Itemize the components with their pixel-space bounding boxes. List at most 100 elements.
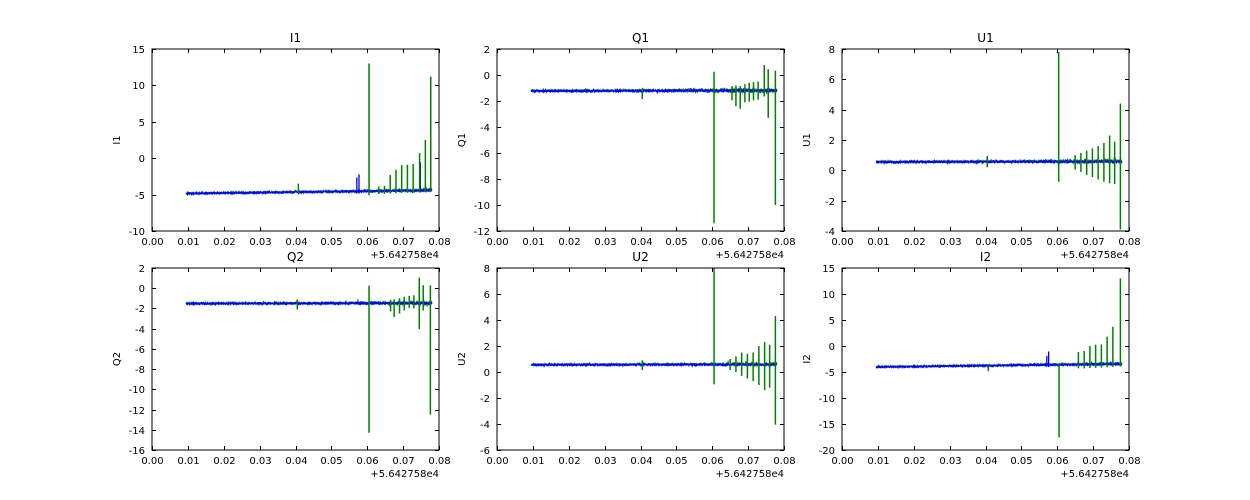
y-tick-label: 0 [829, 166, 835, 177]
y-tick-label: 10 [822, 290, 835, 301]
x-tick-label: 0.08 [428, 456, 450, 467]
x-tick-label: 0.03 [594, 456, 616, 467]
x-tick-label: 0.04 [285, 456, 307, 467]
x-tick-label: 0.04 [975, 456, 997, 467]
x-tick-label: 0.07 [1082, 237, 1104, 248]
x-tick-label: 0.01 [177, 456, 199, 467]
axes-frame [496, 48, 785, 232]
y-axis-label: I1 [112, 135, 123, 144]
x-tick-label: 0.07 [737, 456, 759, 467]
y-tick-label: -14 [129, 426, 145, 437]
y-axis-label: I2 [802, 354, 813, 363]
x-tick-label: 0.00 [486, 456, 508, 467]
x-tick-label: 0.04 [630, 456, 652, 467]
y-tick-label: 10 [132, 81, 145, 92]
x-axis-offset-label: +5.642758e4 [715, 469, 784, 480]
subplot-I2: 0.00 0.01 0.02 0.03 0.04 0.05 0.06 0.07 0.08 -20 -… [802, 250, 1141, 480]
x-tick-label: 0.06 [701, 237, 723, 248]
y-tick-label: 0 [484, 71, 490, 82]
x-tick-label: 0.04 [975, 237, 997, 248]
x-tick-label: 0.00 [831, 237, 853, 248]
subplot-Q2: 0.00 0.01 0.02 0.03 0.04 0.05 0.06 0.07 0.08 -16 -… [112, 250, 451, 480]
x-tick-label: 0.01 [522, 456, 544, 467]
x-axis-offset-label: +5.642758e4 [1060, 250, 1129, 261]
y-tick-label: -2 [825, 197, 835, 208]
x-tick-label: 0.02 [558, 456, 580, 467]
x-tick-label: 0.07 [392, 237, 414, 248]
y-tick-label: -6 [135, 345, 145, 356]
blue-noise-trace [875, 158, 1123, 165]
x-tick-label: 0.07 [392, 456, 414, 467]
x-tick-label: 0.02 [213, 237, 235, 248]
x-tick-label: 0.05 [320, 237, 342, 248]
y-tick-label: 8 [829, 45, 835, 56]
y-axis-label: U1 [802, 133, 813, 147]
x-tick-label: 0.00 [141, 456, 163, 467]
x-axis-offset-label: +5.642758e4 [370, 250, 439, 261]
y-tick-label: -8 [135, 365, 145, 376]
axes-frame [151, 48, 440, 232]
x-tick-label: 0.07 [1082, 456, 1104, 467]
y-tick-label: -20 [819, 446, 835, 457]
y-tick-label: 4 [829, 106, 835, 117]
x-tick-label: 0.08 [773, 237, 795, 248]
y-tick-label: -4 [825, 227, 835, 238]
x-tick-label: 0.08 [773, 456, 795, 467]
y-tick-label: -10 [474, 201, 490, 212]
subplot-title: I2 [980, 250, 991, 264]
y-tick-label: 0 [484, 368, 490, 379]
y-tick-label: 4 [484, 316, 490, 327]
y-tick-label: -2 [480, 97, 490, 108]
y-axis-label: Q2 [112, 352, 123, 366]
y-tick-label: -6 [480, 446, 490, 457]
x-tick-label: 0.06 [701, 456, 723, 467]
x-tick-label: 0.06 [1046, 456, 1068, 467]
y-tick-label: 15 [822, 264, 835, 275]
x-tick-label: 0.08 [428, 237, 450, 248]
x-tick-label: 0.03 [249, 237, 271, 248]
x-tick-label: 0.05 [665, 237, 687, 248]
y-tick-label: -10 [819, 394, 835, 405]
subplot-title: U1 [977, 31, 993, 45]
x-tick-label: 0.04 [630, 237, 652, 248]
y-tick-label: -4 [135, 325, 145, 336]
x-tick-label: 0.06 [356, 237, 378, 248]
y-tick-label: -15 [819, 420, 835, 431]
subplot-Q1: 0.00 0.01 0.02 0.03 0.04 0.05 0.06 0.07 0.08 -12 -… [457, 31, 796, 261]
axes-frame [496, 267, 785, 451]
y-tick-label: -12 [129, 406, 145, 417]
x-tick-label: 0.07 [737, 237, 759, 248]
subplot-title: I1 [290, 31, 301, 45]
x-tick-label: 0.00 [831, 456, 853, 467]
x-tick-label: 0.01 [867, 456, 889, 467]
y-tick-label: 2 [139, 264, 145, 275]
x-tick-label: 0.04 [285, 237, 307, 248]
y-tick-label: 15 [132, 45, 145, 56]
axes-frame [841, 48, 1130, 232]
y-tick-label: 0 [829, 342, 835, 353]
x-tick-label: 0.03 [939, 456, 961, 467]
y-tick-label: 6 [829, 75, 835, 86]
y-tick-label: 8 [484, 264, 490, 275]
x-tick-label: 0.01 [867, 237, 889, 248]
subplot-U1: 0.00 0.01 0.02 0.03 0.04 0.05 0.06 0.07 0.08 -4 -2… [802, 31, 1141, 261]
y-tick-label: -8 [480, 175, 490, 186]
x-axis-offset-label: +5.642758e4 [370, 469, 439, 480]
x-tick-label: 0.05 [1010, 456, 1032, 467]
y-tick-label: -12 [474, 227, 490, 238]
x-tick-label: 0.02 [903, 237, 925, 248]
x-axis-offset-label: +5.642758e4 [715, 250, 784, 261]
x-tick-label: 0.08 [1118, 237, 1140, 248]
x-tick-label: 0.01 [177, 237, 199, 248]
y-tick-label: 5 [829, 316, 835, 327]
y-axis-label: Q1 [457, 133, 468, 147]
y-axis-label: U2 [457, 352, 468, 366]
y-tick-label: -2 [480, 394, 490, 405]
x-tick-label: 0.06 [356, 456, 378, 467]
y-tick-label: -10 [129, 385, 145, 396]
x-tick-label: 0.01 [522, 237, 544, 248]
x-tick-label: 0.03 [249, 456, 271, 467]
x-tick-label: 0.00 [486, 237, 508, 248]
